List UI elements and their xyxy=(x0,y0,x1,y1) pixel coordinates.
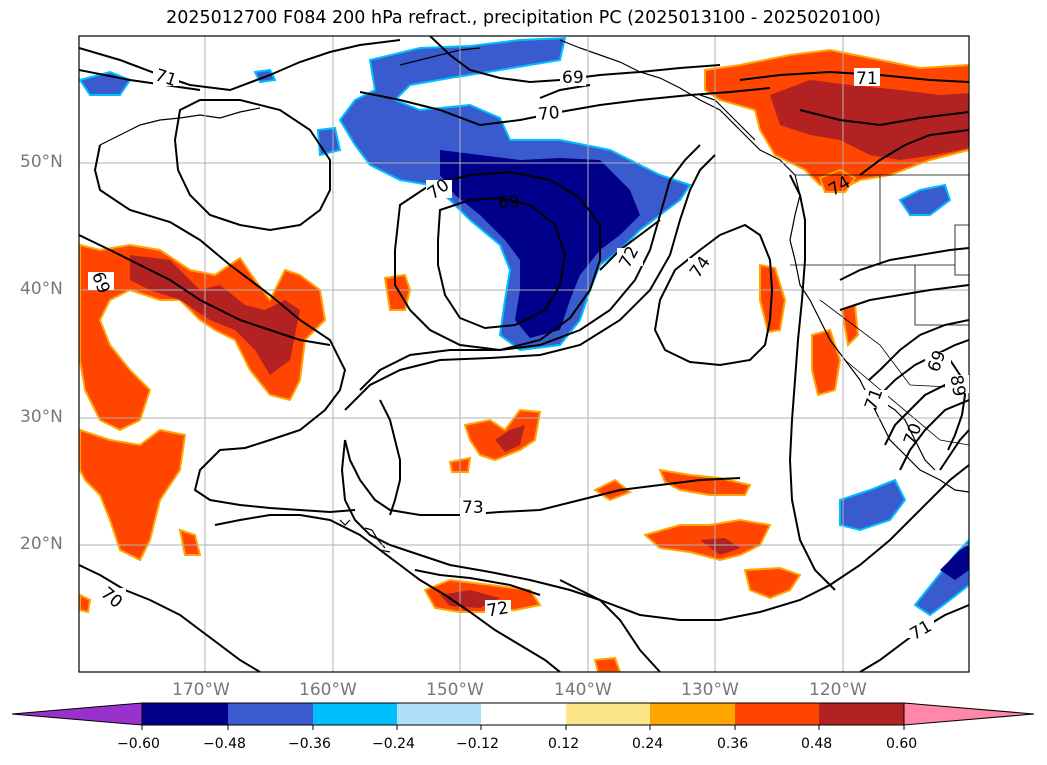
colorbar-tick-label: 0.12 xyxy=(548,736,580,752)
contour-label: 73 xyxy=(462,498,484,518)
map-frame xyxy=(78,35,970,673)
coastlines xyxy=(99,39,969,553)
contour-label: 71 xyxy=(856,69,878,89)
colorbar-tick-label: 0.24 xyxy=(632,736,664,752)
longitude-label: 160°W xyxy=(299,680,357,700)
longitude-label: 140°W xyxy=(554,680,612,700)
longitude-label: 150°W xyxy=(426,680,484,700)
refractivity-contours xyxy=(79,36,969,672)
contour-label: 69 xyxy=(498,193,520,213)
latitude-label: 30°N xyxy=(20,407,63,427)
political-borders xyxy=(790,174,969,446)
colorbar-tick-label: −0.12 xyxy=(456,736,499,752)
colorbar-tick-label: −0.48 xyxy=(203,736,246,752)
colorbar-tick-label: 0.60 xyxy=(886,736,918,752)
colorbar-tick-label: 0.48 xyxy=(801,736,833,752)
longitude-label: 130°W xyxy=(681,680,739,700)
latitude-label: 20°N xyxy=(20,534,63,554)
colorbar-tick-label: −0.36 xyxy=(288,736,331,752)
map-title: 2025012700 F084 200 hPa refract., precip… xyxy=(166,8,881,28)
latitude-label: 50°N xyxy=(20,152,63,172)
colorbar-tick-label: 0.36 xyxy=(717,736,749,752)
contour-label: 89 xyxy=(945,373,968,398)
contour-label: 69 xyxy=(562,68,584,88)
contour-label: 70 xyxy=(537,103,561,125)
colorbar-tick-label: −0.60 xyxy=(117,736,160,752)
contour-label: 72 xyxy=(485,598,510,621)
latitude-label: 40°N xyxy=(20,279,63,299)
colorbar-tick-label: −0.24 xyxy=(372,736,415,752)
longitude-label: 170°W xyxy=(172,680,230,700)
longitude-label: 120°W xyxy=(809,680,867,700)
